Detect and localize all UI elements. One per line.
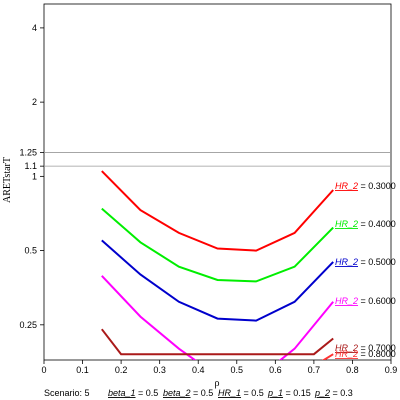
reference-lines	[44, 152, 391, 167]
caption-param: p_1 = 0.15	[267, 388, 311, 398]
caption-params: beta_1 = 0.5 beta_2 = 0.5 HR_1 = 0.5 p_1 = …	[108, 388, 353, 398]
series-line	[321, 353, 334, 360]
x-tick-label: 0.3	[153, 365, 166, 375]
caption-param: beta_1 = 0.5	[108, 388, 158, 398]
y-axis: 0.25 0.5 11.1 1.25 2 4	[19, 23, 44, 330]
series-label: HR_2 = 0.4000	[335, 219, 396, 229]
series-label: HR_2 = 0.8000	[335, 349, 396, 359]
y-tick-label: 0.5	[24, 246, 37, 256]
series-line	[101, 170, 334, 252]
series-line	[101, 275, 334, 360]
y-tick-label: 4	[32, 23, 37, 33]
caption-param: p_2 = 0.3	[314, 388, 353, 398]
x-axis-title: ρ	[215, 378, 220, 389]
y-axis-title: ARETstarT	[2, 157, 13, 203]
x-tick-label: 0	[41, 365, 46, 375]
y-tick-label: 1	[32, 171, 37, 181]
y-tick-label: 1.1	[24, 161, 37, 171]
series-label: HR_2 = 0.7000	[335, 343, 396, 353]
series-line	[101, 328, 334, 356]
x-tick-label: 0.8	[346, 365, 359, 375]
series-line	[101, 207, 334, 283]
y-tick-label: 2	[32, 97, 37, 107]
series-group	[101, 170, 334, 360]
x-tick-label: 0.1	[76, 365, 89, 375]
caption-param: HR_1 = 0.5	[218, 388, 264, 398]
series-labels: HR_2 = 0.3000 HR_2 = 0.4000 HR_2 = 0.5000 H…	[335, 181, 396, 359]
x-tick-label: 0.7	[308, 365, 321, 375]
x-tick-label: 0.9	[385, 365, 398, 375]
x-tick-label: 0.4	[192, 365, 205, 375]
series-label: HR_2 = 0.6000	[335, 296, 396, 306]
x-tick-label: 0.6	[269, 365, 282, 375]
x-tick-label: 0.2	[115, 365, 128, 375]
plot-frame	[43, 3, 392, 361]
scenario-label: Scenario: 5	[44, 388, 90, 398]
series-label: HR_2 = 0.3000	[335, 181, 396, 191]
y-tick-label: 0.25	[19, 320, 37, 330]
series-line	[101, 239, 334, 322]
x-tick-label: 0.5	[231, 365, 244, 375]
caption-param: beta_2 = 0.5	[163, 388, 213, 398]
series-label: HR_2 = 0.5000	[335, 257, 396, 267]
y-tick-label: 1.25	[19, 147, 37, 157]
x-axis: 0 0.1 0.2 0.3 0.4 0.5 0.6 0.7 0.8 0.9	[41, 360, 397, 375]
